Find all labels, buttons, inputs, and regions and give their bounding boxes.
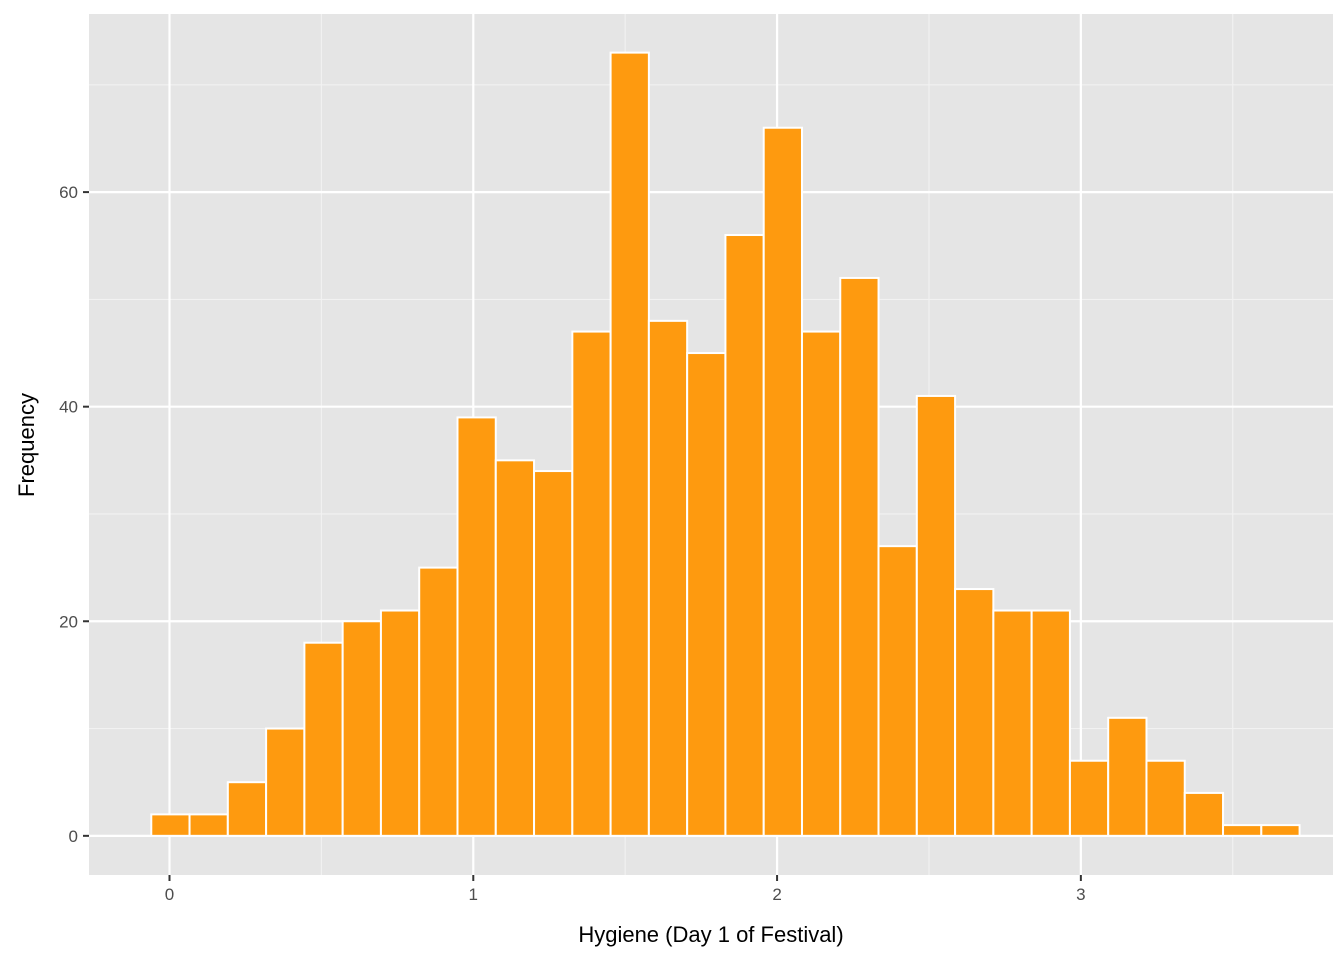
histogram-bar: [1222, 824, 1263, 837]
histogram-bar: [1145, 759, 1186, 837]
histogram-bar: [954, 588, 995, 837]
histogram-bar: [686, 352, 727, 837]
histogram-bar: [1260, 824, 1301, 837]
x-tick-label: 2: [772, 885, 781, 904]
histogram-bar: [150, 813, 191, 837]
histogram-bar: [533, 470, 574, 837]
histogram-bar: [571, 330, 612, 837]
y-tick-label: 0: [69, 827, 78, 846]
histogram-bar: [800, 330, 842, 837]
y-axis-title: Frequency: [14, 393, 39, 497]
histogram-bar: [915, 394, 957, 837]
histogram-bar: [992, 609, 1033, 837]
x-tick-label: 0: [165, 885, 174, 904]
y-tick-label: 40: [59, 398, 78, 417]
histogram-bar: [456, 416, 497, 837]
histogram-bar: [839, 276, 880, 837]
y-tick-label: 20: [59, 612, 78, 631]
x-axis: 0 1 2 3: [165, 875, 1086, 904]
histogram-bar: [724, 234, 765, 837]
histogram-bar: [647, 319, 689, 837]
histogram-bar: [1107, 716, 1148, 837]
histogram-bar: [303, 641, 344, 837]
x-tick-label: 3: [1076, 885, 1085, 904]
histogram-bar: [418, 566, 459, 837]
histogram-bar: [762, 126, 803, 837]
histogram-bar: [379, 609, 421, 837]
x-axis-title: Hygiene (Day 1 of Festival): [578, 922, 843, 947]
y-axis: 0 20 40 60: [59, 183, 89, 846]
histogram-bar: [1183, 791, 1225, 837]
histogram-bar: [1030, 609, 1071, 837]
y-tick-label: 60: [59, 183, 78, 202]
histogram-bar: [1068, 759, 1110, 837]
histogram-bar: [188, 813, 229, 837]
histogram-bar: [265, 727, 306, 837]
histogram-bar: [609, 51, 650, 837]
x-tick-label: 1: [469, 885, 478, 904]
histogram-bar: [494, 459, 536, 837]
histogram-bars: [150, 51, 1301, 837]
histogram-bar: [341, 620, 382, 837]
histogram-bar: [877, 545, 918, 837]
histogram-bar: [226, 781, 268, 837]
